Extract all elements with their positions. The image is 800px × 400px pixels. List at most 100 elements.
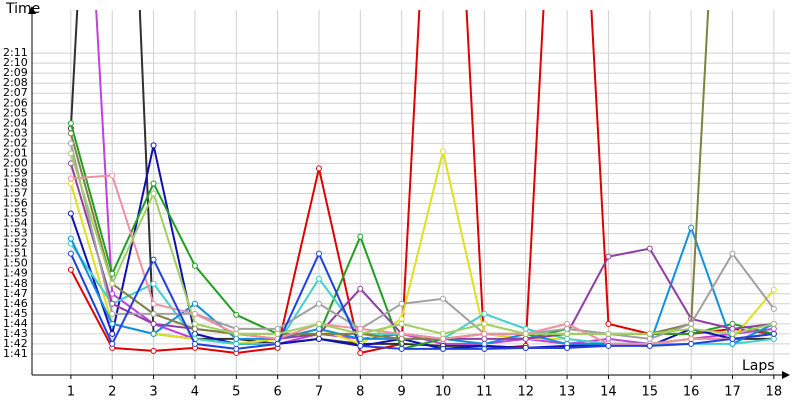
y-tick-label: 2:00	[3, 156, 28, 169]
point	[67, 140, 74, 147]
y-tick-label: 2:03	[3, 126, 28, 139]
point	[522, 325, 529, 332]
point	[770, 335, 777, 342]
point	[522, 330, 529, 337]
point	[150, 347, 157, 354]
point	[646, 335, 653, 342]
y-tick-label: 1:49	[3, 267, 28, 280]
point	[522, 344, 529, 351]
x-tick-label: 10	[435, 385, 452, 400]
x-tick-label: 17	[724, 385, 741, 400]
point	[315, 335, 322, 342]
point	[398, 335, 405, 342]
point	[191, 320, 198, 327]
point	[770, 330, 777, 337]
point	[67, 250, 74, 257]
series-line	[69, 10, 774, 349]
x-tick-label: 4	[191, 385, 199, 400]
point	[398, 345, 405, 352]
point	[233, 340, 240, 347]
y-tick-label: 1:43	[3, 327, 28, 340]
point	[191, 340, 198, 347]
point	[233, 311, 240, 318]
x-tick-label: 18	[766, 385, 783, 400]
x-tick-label: 12	[517, 385, 534, 400]
y-tick-label: 1:45	[3, 307, 28, 320]
x-tick-label: 16	[683, 385, 700, 400]
x-tick-label: 7	[315, 385, 323, 400]
y-tick-label: 1:52	[3, 237, 28, 250]
point	[233, 345, 240, 352]
x-tick-label: 9	[398, 385, 406, 400]
point	[109, 310, 116, 317]
point	[274, 330, 281, 337]
x-tick-label: 3	[149, 385, 157, 400]
point	[191, 262, 198, 269]
y-tick-label: 1:53	[3, 227, 28, 240]
point	[67, 210, 74, 217]
point	[67, 120, 74, 127]
point	[729, 340, 736, 347]
point	[398, 300, 405, 307]
series-line	[70, 174, 774, 345]
point	[150, 320, 157, 327]
point	[564, 335, 571, 342]
point	[67, 180, 74, 187]
point	[646, 330, 653, 337]
point	[564, 344, 571, 351]
point	[688, 335, 695, 342]
plot-area	[67, 10, 777, 356]
y-tick-label: 1:41	[3, 347, 28, 360]
point	[564, 320, 571, 327]
x-tick-label: 11	[476, 385, 493, 400]
y-tick-label: 2:08	[3, 76, 28, 89]
point	[688, 325, 695, 332]
x-tick-label: 5	[232, 385, 240, 400]
point	[357, 330, 364, 337]
y-tick-label: 1:46	[3, 297, 28, 310]
point	[564, 330, 571, 337]
series-line	[69, 143, 775, 340]
point	[605, 335, 612, 342]
point	[481, 330, 488, 337]
point	[315, 275, 322, 282]
point	[357, 233, 364, 240]
point	[605, 342, 612, 349]
x-tick-label: 6	[273, 385, 281, 400]
point	[357, 349, 364, 356]
point	[481, 310, 488, 317]
y-tick-label: 1:47	[3, 287, 28, 300]
point	[67, 150, 74, 157]
x-axis-label: Laps	[742, 358, 775, 374]
y-tick-label: 2:06	[3, 96, 28, 109]
x-tick-label: 1	[67, 385, 75, 400]
y-arrow	[28, 6, 36, 14]
grid	[32, 10, 790, 375]
point	[398, 330, 405, 337]
point	[481, 335, 488, 342]
y-tick-label: 1:57	[3, 187, 28, 200]
point	[315, 300, 322, 307]
point	[770, 320, 777, 327]
y-tick-label: 1:59	[3, 166, 28, 179]
y-tick-label: 2:07	[3, 86, 28, 99]
y-tick-label: 2:04	[3, 116, 28, 129]
point	[729, 320, 736, 327]
point	[274, 325, 281, 332]
point	[481, 320, 488, 327]
point	[233, 335, 240, 342]
point	[564, 325, 571, 332]
y-tick-label: 1:55	[3, 207, 28, 220]
point	[357, 325, 364, 332]
point	[605, 330, 612, 337]
point	[522, 335, 529, 342]
y-tick-label: 1:50	[3, 257, 28, 270]
point	[770, 325, 777, 332]
x-tick-label: 2	[108, 385, 116, 400]
y-tick-label: 1:54	[3, 217, 28, 230]
point	[646, 342, 653, 349]
point	[729, 250, 736, 257]
point	[315, 250, 322, 257]
point	[109, 320, 116, 327]
